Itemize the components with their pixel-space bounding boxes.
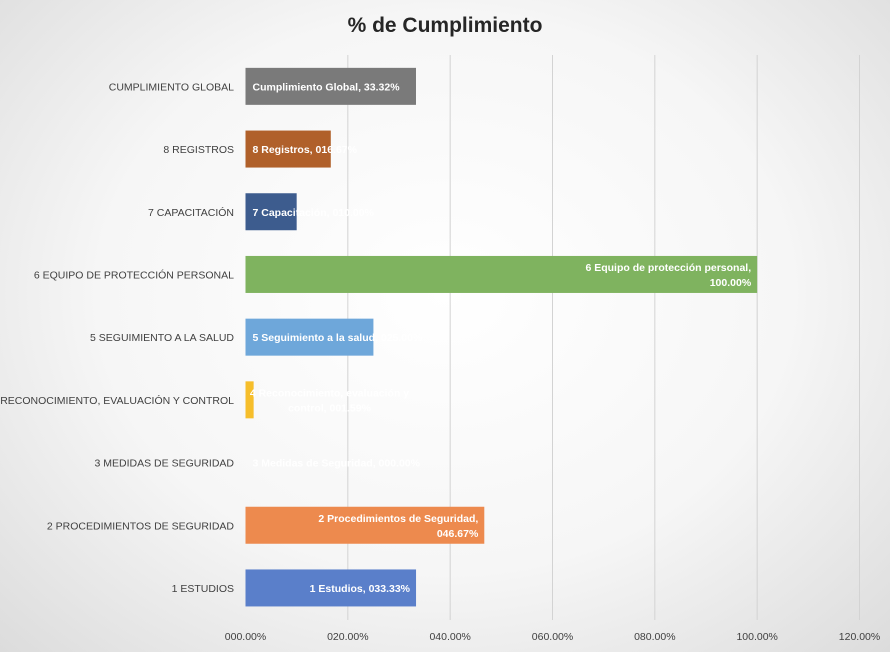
bar bbox=[245, 67, 416, 105]
data-label: 6 Equipo de protección personal, bbox=[585, 262, 751, 274]
x-tick-label: 080.00% bbox=[634, 631, 675, 643]
bar bbox=[245, 130, 331, 168]
data-label: 1 Estudios, 033.33% bbox=[310, 583, 411, 595]
data-label: 2 Procedimientos de Seguridad, bbox=[318, 513, 478, 525]
data-label: 100.00% bbox=[710, 277, 752, 289]
data-label: 8 Registros, 016.67% bbox=[253, 144, 358, 156]
x-tick-label: 060.00% bbox=[532, 631, 573, 643]
data-label: 7 Capacitación, 010.00% bbox=[253, 207, 375, 219]
data-label: 046.67% bbox=[437, 528, 479, 540]
category-label: 1 ESTUDIOS bbox=[172, 583, 234, 595]
x-tick-label: 120.00% bbox=[839, 631, 880, 643]
category-label: 5 SEGUIMIENTO A LA SALUD bbox=[90, 332, 234, 344]
data-label: 5 Seguimiento a la salud, 025.00% bbox=[253, 332, 423, 344]
data-label: 3 Medidas de Seguridad, 000.00% bbox=[253, 458, 421, 470]
bar bbox=[245, 506, 485, 544]
category-label: 6 EQUIPO DE PROTECCIÓN PERSONAL bbox=[34, 268, 234, 281]
data-label: Cumplimiento Global, 33.32% bbox=[253, 81, 401, 93]
data-label: control, 001.59% bbox=[288, 402, 372, 414]
data-label: 4 Reconocimiento, evaluación y bbox=[250, 387, 409, 399]
category-label: 2 PROCEDIMIENTOS DE SEGURIDAD bbox=[47, 520, 235, 532]
bar bbox=[245, 318, 374, 356]
x-tick-label: 000.00% bbox=[225, 631, 266, 643]
category-label: 7 CAPACITACIÓN bbox=[148, 206, 234, 219]
chart-title: % de Cumplimiento bbox=[347, 14, 543, 37]
category-label: 8 REGISTROS bbox=[163, 144, 234, 156]
x-tick-label: 100.00% bbox=[736, 631, 777, 643]
category-label: 4 RECONOCIMIENTO, EVALUACIÓN Y CONTROL bbox=[0, 394, 234, 407]
bar bbox=[245, 569, 417, 607]
category-label: CUMPLIMIENTO GLOBAL bbox=[109, 81, 234, 93]
category-label: 3 MEDIDAS DE SEGURIDAD bbox=[95, 458, 235, 470]
x-tick-label: 040.00% bbox=[429, 631, 470, 643]
bar bbox=[245, 193, 297, 231]
bar bbox=[245, 381, 254, 419]
bar bbox=[245, 255, 758, 293]
x-tick-label: 020.00% bbox=[327, 631, 368, 643]
